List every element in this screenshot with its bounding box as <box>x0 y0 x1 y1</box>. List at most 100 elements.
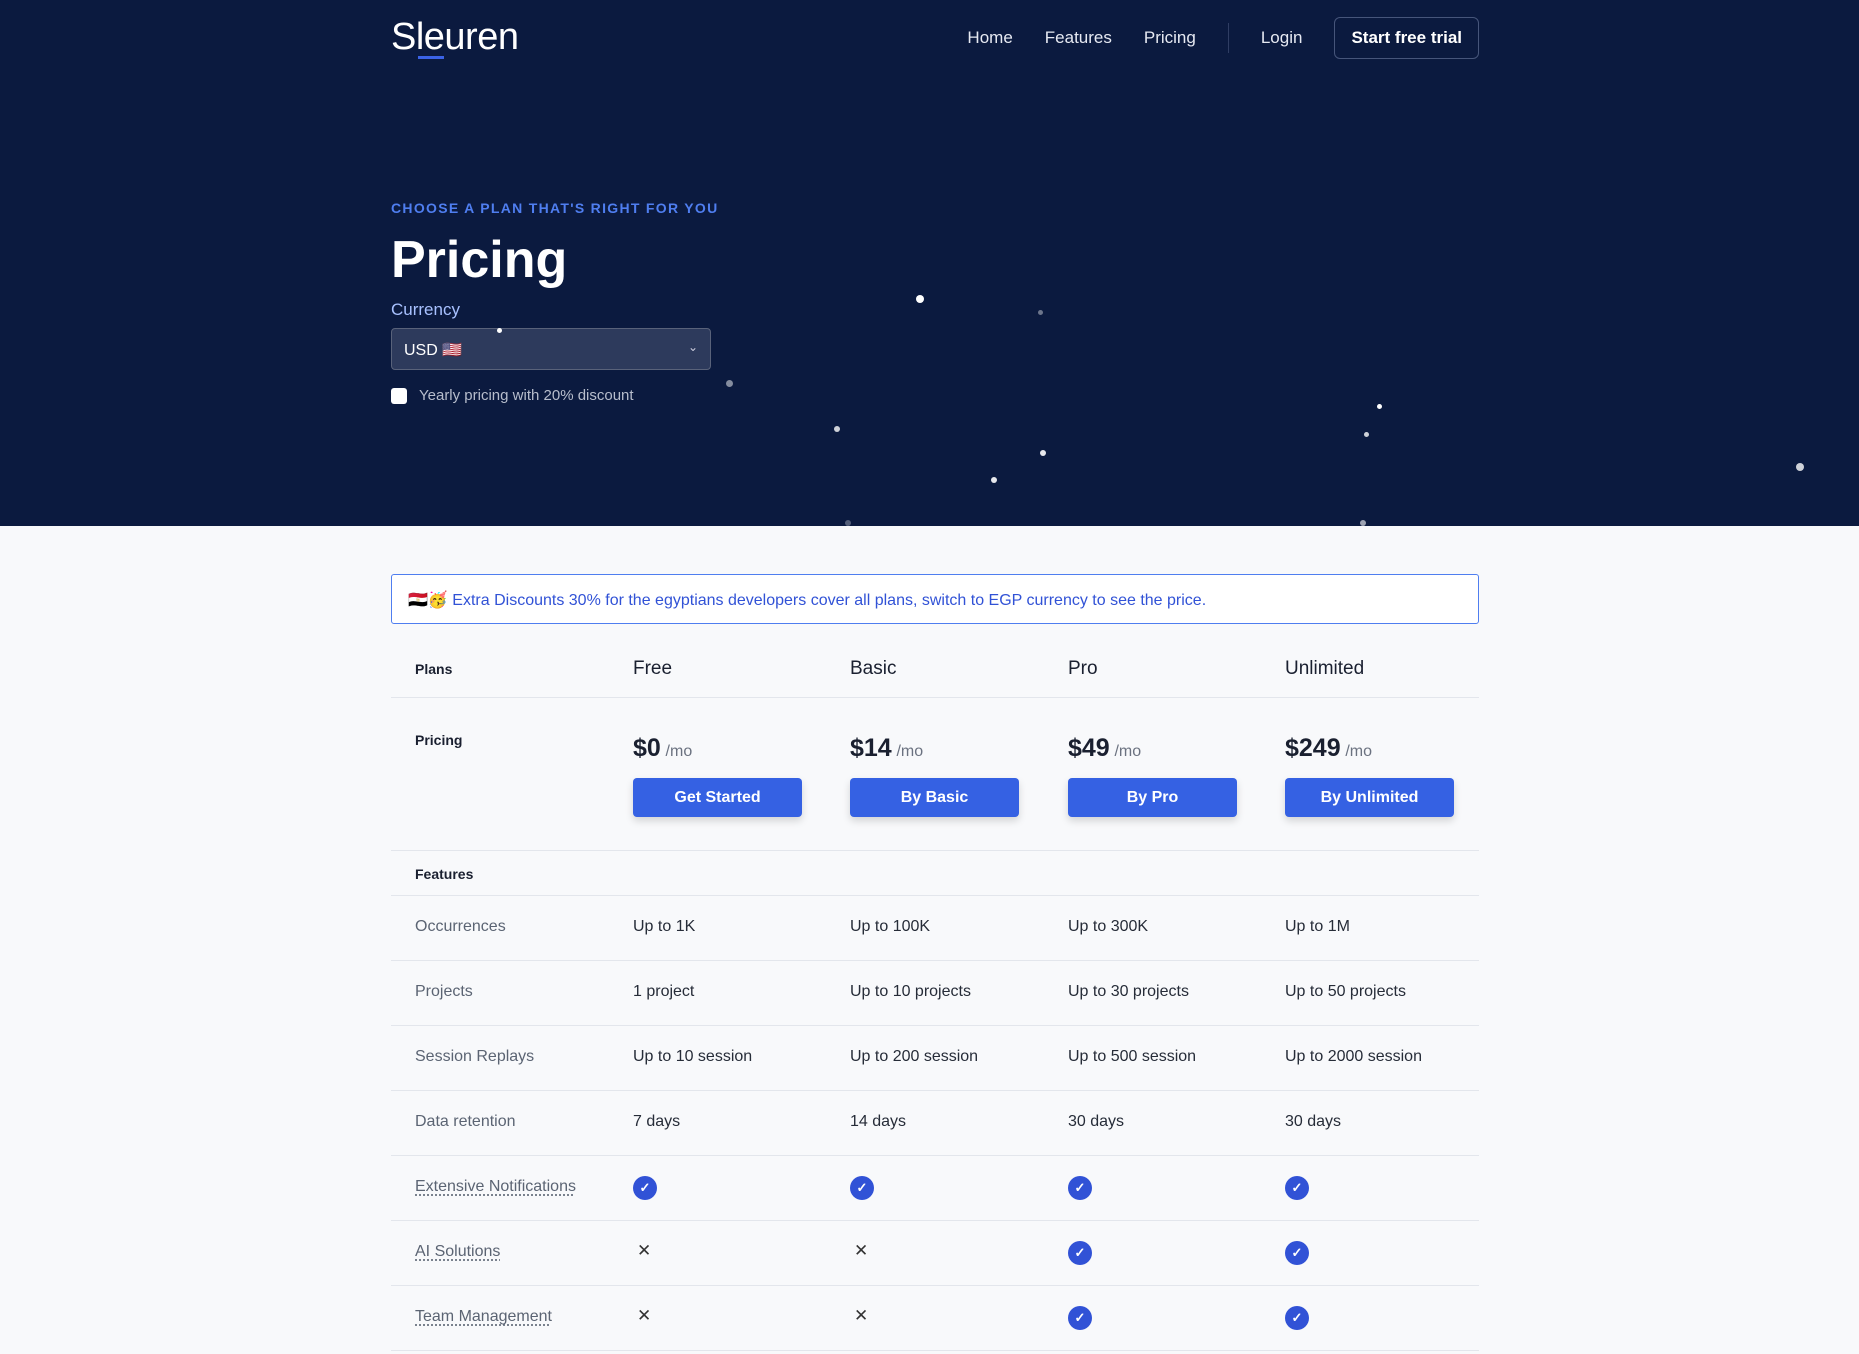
feature-value: 7 days <box>633 1113 681 1130</box>
star-dot <box>834 426 840 432</box>
features-label: Features <box>415 866 474 882</box>
price-period: /mo <box>1345 743 1373 760</box>
feature-row: Extensive Notifications ✓ ✓ ✓ ✓ <box>391 1156 1479 1221</box>
check-icon: ✓ <box>850 1176 874 1200</box>
feature-row: Projects 1 project Up to 10 projects Up to … <box>391 961 1479 1026</box>
features-header-row: Features <box>391 851 1479 896</box>
check-icon: ✓ <box>1285 1176 1309 1200</box>
price-period: /mo <box>896 743 924 760</box>
currency-label: Currency <box>391 300 460 319</box>
price-value: $49 <box>1068 734 1110 762</box>
yearly-label: Yearly pricing with 20% discount <box>419 387 634 404</box>
feature-label: Data retention <box>415 1113 516 1130</box>
plan-name-unlimited: Unlimited <box>1285 658 1365 679</box>
check-icon: ✓ <box>1068 1306 1092 1330</box>
feature-label[interactable]: AI Solutions <box>415 1243 501 1260</box>
chevron-down-icon: ⌄ <box>687 340 698 354</box>
plans-row: Plans Free Basic Pro Unlimited <box>391 630 1479 698</box>
logo[interactable]: Sleuren <box>391 16 519 58</box>
yearly-toggle[interactable]: Yearly pricing with 20% discount <box>391 387 634 404</box>
top-nav: Home Features Pricing Login Start free t… <box>935 17 1479 59</box>
plan-name-pro: Pro <box>1068 658 1098 679</box>
feature-row: Session Replays Up to 10 session Up to 200… <box>391 1026 1479 1091</box>
feature-label: Occurrences <box>415 918 506 935</box>
feature-value: Up to 300K <box>1068 918 1149 935</box>
feature-value: Up to 200 session <box>850 1048 979 1065</box>
price-period: /mo <box>1114 743 1142 760</box>
currency-value: USD 🇺🇸 <box>404 342 463 359</box>
feature-value: 30 days <box>1068 1113 1125 1130</box>
price-basic: $14 /mo <box>850 734 923 763</box>
feature-value: 14 days <box>850 1113 907 1130</box>
price-value: $249 <box>1285 734 1341 762</box>
yearly-checkbox[interactable] <box>391 387 407 404</box>
check-icon: ✓ <box>633 1176 657 1200</box>
currency-select[interactable]: USD 🇺🇸 ⌄ <box>391 328 711 370</box>
feature-value: Up to 1K <box>633 918 696 935</box>
nav-features[interactable]: Features <box>1044 28 1112 47</box>
feature-value: Up to 2000 session <box>1285 1048 1422 1065</box>
star-dot <box>845 520 851 526</box>
star-dot <box>726 380 733 387</box>
feature-row: Occurrences Up to 1K Up to 100K Up to 300K U… <box>391 896 1479 961</box>
page-title: Pricing <box>391 231 568 289</box>
feature-value: Up to 50 projects <box>1285 983 1406 1000</box>
feature-value: Up to 30 projects <box>1068 983 1189 1000</box>
check-icon: ✓ <box>1285 1241 1309 1265</box>
buy-pro-button[interactable]: By Pro <box>1068 778 1237 817</box>
star-dot <box>1038 310 1043 315</box>
feature-value: Up to 100K <box>850 918 931 935</box>
star-dot <box>1796 463 1804 471</box>
star-dot <box>1040 450 1046 456</box>
cross-icon: ✕ <box>854 1241 869 1260</box>
feature-value: Up to 10 projects <box>850 983 971 1000</box>
star-dot <box>1364 432 1369 437</box>
check-icon: ✓ <box>1285 1306 1309 1330</box>
price-pro: $49 /mo <box>1068 734 1141 763</box>
price-unlimited: $249 /mo <box>1285 734 1372 763</box>
feature-value: Up to 10 session <box>633 1048 753 1065</box>
price-value: $0 <box>633 734 661 762</box>
price-period: /mo <box>665 743 693 760</box>
check-icon: ✓ <box>1068 1176 1092 1200</box>
feature-row: Data retention 7 days 14 days 30 days 30 day… <box>391 1091 1479 1156</box>
nav-pricing[interactable]: Pricing <box>1143 28 1196 47</box>
plans-label: Plans <box>415 661 453 677</box>
logo-underline <box>418 56 444 59</box>
plan-name-free: Free <box>633 658 673 679</box>
feature-label: Session Replays <box>415 1048 535 1065</box>
price-free: $0 /mo <box>633 734 692 763</box>
hero: Sleuren Home Features Pricing Login Star… <box>0 0 1859 526</box>
feature-value: 1 project <box>633 983 695 1000</box>
start-trial-button[interactable]: Start free trial <box>1334 17 1479 59</box>
feature-value: Up to 1M <box>1285 918 1350 935</box>
star-dot <box>1377 404 1382 409</box>
buy-unlimited-button[interactable]: By Unlimited <box>1285 778 1454 817</box>
cross-icon: ✕ <box>637 1241 652 1260</box>
star-dot <box>497 328 502 333</box>
nav-login[interactable]: Login <box>1260 28 1303 47</box>
feature-row: Team Management ✕ ✕ ✓ ✓ <box>391 1286 1479 1351</box>
pricing-row: Pricing $0 /mo $14 /mo $49 /mo $249 /mo … <box>391 698 1479 851</box>
feature-row: AI Solutions ✕ ✕ ✓ ✓ <box>391 1221 1479 1286</box>
star-dot <box>991 477 997 483</box>
cross-icon: ✕ <box>854 1306 869 1325</box>
feature-label[interactable]: Team Management <box>415 1308 552 1325</box>
plan-name-basic: Basic <box>850 658 897 679</box>
nav-divider <box>1227 23 1229 53</box>
star-dot <box>916 295 924 303</box>
nav-home[interactable]: Home <box>967 28 1013 47</box>
star-dot <box>1360 520 1366 526</box>
feature-label: Projects <box>415 983 473 1000</box>
eyebrow: CHOOSE A PLAN THAT'S RIGHT FOR YOU <box>391 200 719 216</box>
cross-icon: ✕ <box>637 1306 652 1325</box>
price-value: $14 <box>850 734 892 762</box>
feature-value: 30 days <box>1285 1113 1342 1130</box>
check-icon: ✓ <box>1068 1241 1092 1265</box>
discount-banner: 🇪🇬🥳 Extra Discounts 30% for the egyptian… <box>391 574 1479 624</box>
feature-value: Up to 500 session <box>1068 1048 1197 1065</box>
feature-label[interactable]: Extensive Notifications <box>415 1178 576 1195</box>
get-started-button[interactable]: Get Started <box>633 778 802 817</box>
buy-basic-button[interactable]: By Basic <box>850 778 1019 817</box>
pricing-label: Pricing <box>415 732 463 748</box>
